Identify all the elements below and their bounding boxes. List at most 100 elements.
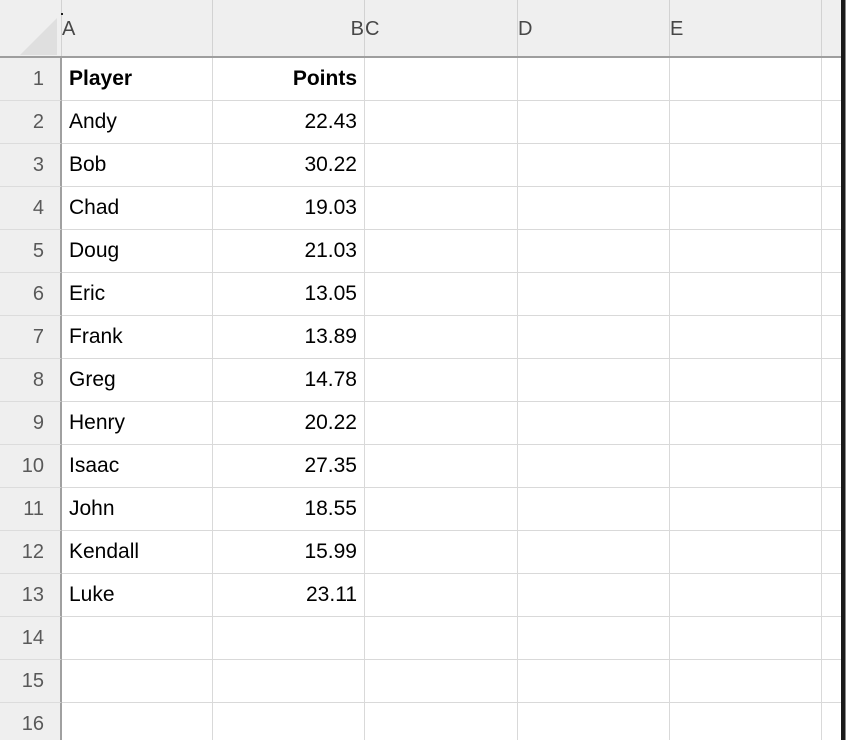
cell-A13[interactable]: Luke bbox=[62, 574, 213, 617]
row-header-2[interactable]: 2 bbox=[0, 101, 62, 144]
cell-D4[interactable] bbox=[518, 187, 670, 230]
column-header-E[interactable]: E bbox=[670, 0, 822, 56]
cell-F15[interactable] bbox=[822, 660, 841, 703]
cell-E9[interactable] bbox=[670, 402, 822, 445]
cell-B4[interactable]: 19.03 bbox=[213, 187, 365, 230]
column-header-C[interactable]: C bbox=[365, 0, 518, 56]
column-header-partial[interactable] bbox=[822, 0, 841, 56]
cell-E5[interactable] bbox=[670, 230, 822, 273]
cell-D5[interactable] bbox=[518, 230, 670, 273]
cell-F9[interactable] bbox=[822, 402, 841, 445]
cell-E8[interactable] bbox=[670, 359, 822, 402]
cell-B7[interactable]: 13.89 bbox=[213, 316, 365, 359]
cell-D8[interactable] bbox=[518, 359, 670, 402]
cell-E14[interactable] bbox=[670, 617, 822, 660]
cell-F3[interactable] bbox=[822, 144, 841, 187]
row-header-14[interactable]: 14 bbox=[0, 617, 62, 660]
cell-A15[interactable] bbox=[62, 660, 213, 703]
column-header-B[interactable]: B bbox=[213, 0, 365, 56]
row-header-1[interactable]: 1 bbox=[0, 58, 62, 101]
cell-B1[interactable]: Points bbox=[213, 58, 365, 101]
cell-D16[interactable] bbox=[518, 703, 670, 740]
cell-E6[interactable] bbox=[670, 273, 822, 316]
row-header-8[interactable]: 8 bbox=[0, 359, 62, 402]
cell-A8[interactable]: Greg bbox=[62, 359, 213, 402]
row-header-9[interactable]: 9 bbox=[0, 402, 62, 445]
row-header-4[interactable]: 4 bbox=[0, 187, 62, 230]
cell-E10[interactable] bbox=[670, 445, 822, 488]
row-header-6[interactable]: 6 bbox=[0, 273, 62, 316]
cell-D9[interactable] bbox=[518, 402, 670, 445]
cell-B15[interactable] bbox=[213, 660, 365, 703]
column-header-D[interactable]: D bbox=[518, 0, 670, 56]
cell-F2[interactable] bbox=[822, 101, 841, 144]
cell-C15[interactable] bbox=[365, 660, 518, 703]
row-header-12[interactable]: 12 bbox=[0, 531, 62, 574]
cell-A6[interactable]: Eric bbox=[62, 273, 213, 316]
select-all-button[interactable] bbox=[0, 0, 62, 56]
cell-E11[interactable] bbox=[670, 488, 822, 531]
cell-A1[interactable]: Player bbox=[62, 58, 213, 101]
cell-B5[interactable]: 21.03 bbox=[213, 230, 365, 273]
cell-F7[interactable] bbox=[822, 316, 841, 359]
cell-B3[interactable]: 30.22 bbox=[213, 144, 365, 187]
cell-C8[interactable] bbox=[365, 359, 518, 402]
cell-F5[interactable] bbox=[822, 230, 841, 273]
row-header-3[interactable]: 3 bbox=[0, 144, 62, 187]
cell-A10[interactable]: Isaac bbox=[62, 445, 213, 488]
cell-F8[interactable] bbox=[822, 359, 841, 402]
cell-F11[interactable] bbox=[822, 488, 841, 531]
cell-F6[interactable] bbox=[822, 273, 841, 316]
cell-C3[interactable] bbox=[365, 144, 518, 187]
cell-E2[interactable] bbox=[670, 101, 822, 144]
cell-A16[interactable] bbox=[62, 703, 213, 740]
cell-A9[interactable]: Henry bbox=[62, 402, 213, 445]
cell-E12[interactable] bbox=[670, 531, 822, 574]
cell-D11[interactable] bbox=[518, 488, 670, 531]
cell-E16[interactable] bbox=[670, 703, 822, 740]
cell-B16[interactable] bbox=[213, 703, 365, 740]
cell-C14[interactable] bbox=[365, 617, 518, 660]
cell-D10[interactable] bbox=[518, 445, 670, 488]
cell-D7[interactable] bbox=[518, 316, 670, 359]
row-header-10[interactable]: 10 bbox=[0, 445, 62, 488]
cell-D12[interactable] bbox=[518, 531, 670, 574]
cell-B14[interactable] bbox=[213, 617, 365, 660]
cell-C1[interactable] bbox=[365, 58, 518, 101]
cell-E1[interactable] bbox=[670, 58, 822, 101]
row-header-5[interactable]: 5 bbox=[0, 230, 62, 273]
row-header-11[interactable]: 11 bbox=[0, 488, 62, 531]
cell-B8[interactable]: 14.78 bbox=[213, 359, 365, 402]
cell-F16[interactable] bbox=[822, 703, 841, 740]
cell-C12[interactable] bbox=[365, 531, 518, 574]
row-header-13[interactable]: 13 bbox=[0, 574, 62, 617]
cell-F12[interactable] bbox=[822, 531, 841, 574]
row-header-16[interactable]: 16 bbox=[0, 703, 62, 740]
row-header-15[interactable]: 15 bbox=[0, 660, 62, 703]
cell-A3[interactable]: Bob bbox=[62, 144, 213, 187]
cell-E4[interactable] bbox=[670, 187, 822, 230]
cell-F13[interactable] bbox=[822, 574, 841, 617]
cell-D13[interactable] bbox=[518, 574, 670, 617]
cell-D2[interactable] bbox=[518, 101, 670, 144]
column-header-A[interactable]: A bbox=[62, 0, 213, 56]
cell-B12[interactable]: 15.99 bbox=[213, 531, 365, 574]
cell-B10[interactable]: 27.35 bbox=[213, 445, 365, 488]
cell-A2[interactable]: Andy bbox=[62, 101, 213, 144]
cell-C2[interactable] bbox=[365, 101, 518, 144]
cell-A11[interactable]: John bbox=[62, 488, 213, 531]
cell-C13[interactable] bbox=[365, 574, 518, 617]
cell-F14[interactable] bbox=[822, 617, 841, 660]
cell-C5[interactable] bbox=[365, 230, 518, 273]
cell-C6[interactable] bbox=[365, 273, 518, 316]
cell-C7[interactable] bbox=[365, 316, 518, 359]
cell-F1[interactable] bbox=[822, 58, 841, 101]
cell-B11[interactable]: 18.55 bbox=[213, 488, 365, 531]
cell-C4[interactable] bbox=[365, 187, 518, 230]
cell-A12[interactable]: Kendall bbox=[62, 531, 213, 574]
cell-B2[interactable]: 22.43 bbox=[213, 101, 365, 144]
cell-B9[interactable]: 20.22 bbox=[213, 402, 365, 445]
cell-C16[interactable] bbox=[365, 703, 518, 740]
cell-F4[interactable] bbox=[822, 187, 841, 230]
cell-D3[interactable] bbox=[518, 144, 670, 187]
